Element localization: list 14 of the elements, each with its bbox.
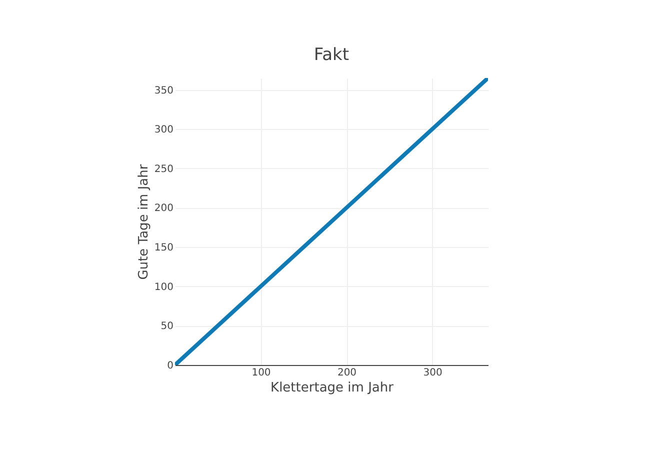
x-tick-label: 100 bbox=[252, 368, 271, 378]
y-tick-label: 0 bbox=[167, 360, 174, 372]
y-tick-label: 300 bbox=[154, 124, 174, 136]
y-tick-label: 100 bbox=[154, 282, 174, 293]
x-tick-label: 300 bbox=[423, 368, 442, 378]
y-tick-label: 200 bbox=[154, 203, 174, 214]
y-tick-label: 150 bbox=[154, 242, 174, 254]
x-tick-label: 200 bbox=[337, 368, 357, 378]
y-tick-label: 350 bbox=[154, 85, 174, 96]
y-axis-title: Gute Tage im Jahr bbox=[136, 164, 152, 280]
chart-title: Fakt bbox=[314, 45, 350, 65]
x-axis-title: Klettertage im Jahr bbox=[270, 380, 394, 396]
y-tick-label: 50 bbox=[160, 321, 174, 332]
y-tick-label: 250 bbox=[154, 164, 174, 175]
